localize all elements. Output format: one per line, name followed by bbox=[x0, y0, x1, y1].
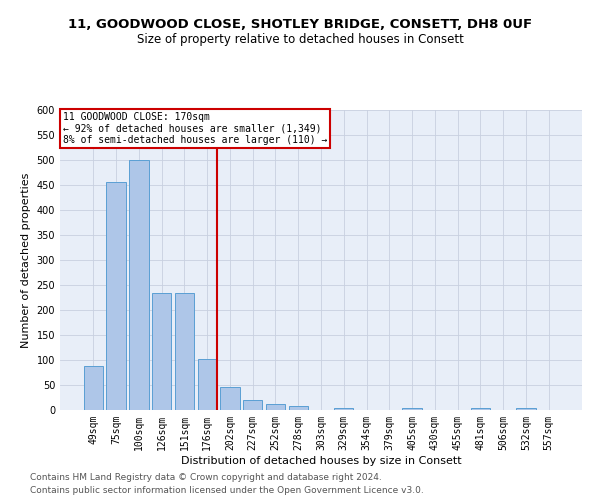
Bar bbox=[266, 404, 285, 410]
Bar bbox=[220, 386, 239, 410]
Bar bbox=[403, 408, 422, 410]
Bar bbox=[516, 408, 536, 410]
Text: Contains public sector information licensed under the Open Government Licence v3: Contains public sector information licen… bbox=[30, 486, 424, 495]
Text: 11, GOODWOOD CLOSE, SHOTLEY BRIDGE, CONSETT, DH8 0UF: 11, GOODWOOD CLOSE, SHOTLEY BRIDGE, CONS… bbox=[68, 18, 532, 30]
Y-axis label: Number of detached properties: Number of detached properties bbox=[21, 172, 31, 348]
Text: Size of property relative to detached houses in Consett: Size of property relative to detached ho… bbox=[137, 32, 463, 46]
Text: 11 GOODWOOD CLOSE: 170sqm
← 92% of detached houses are smaller (1,349)
8% of sem: 11 GOODWOOD CLOSE: 170sqm ← 92% of detac… bbox=[62, 112, 327, 144]
Bar bbox=[197, 358, 217, 410]
Text: Contains HM Land Registry data © Crown copyright and database right 2024.: Contains HM Land Registry data © Crown c… bbox=[30, 472, 382, 482]
Bar bbox=[152, 292, 172, 410]
Bar bbox=[289, 406, 308, 410]
X-axis label: Distribution of detached houses by size in Consett: Distribution of detached houses by size … bbox=[181, 456, 461, 466]
Bar bbox=[470, 408, 490, 410]
Bar bbox=[243, 400, 262, 410]
Bar bbox=[129, 160, 149, 410]
Bar bbox=[106, 182, 126, 410]
Bar bbox=[84, 366, 103, 410]
Bar bbox=[334, 408, 353, 410]
Bar bbox=[175, 292, 194, 410]
